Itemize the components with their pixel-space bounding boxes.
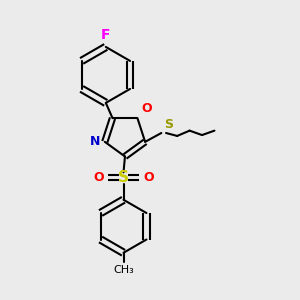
Text: O: O: [143, 171, 154, 184]
Text: CH₃: CH₃: [113, 265, 134, 275]
Text: S: S: [164, 118, 173, 130]
Text: F: F: [101, 28, 111, 42]
Text: O: O: [93, 171, 104, 184]
Text: N: N: [90, 135, 101, 148]
Text: O: O: [141, 102, 152, 115]
Text: S: S: [118, 170, 129, 185]
